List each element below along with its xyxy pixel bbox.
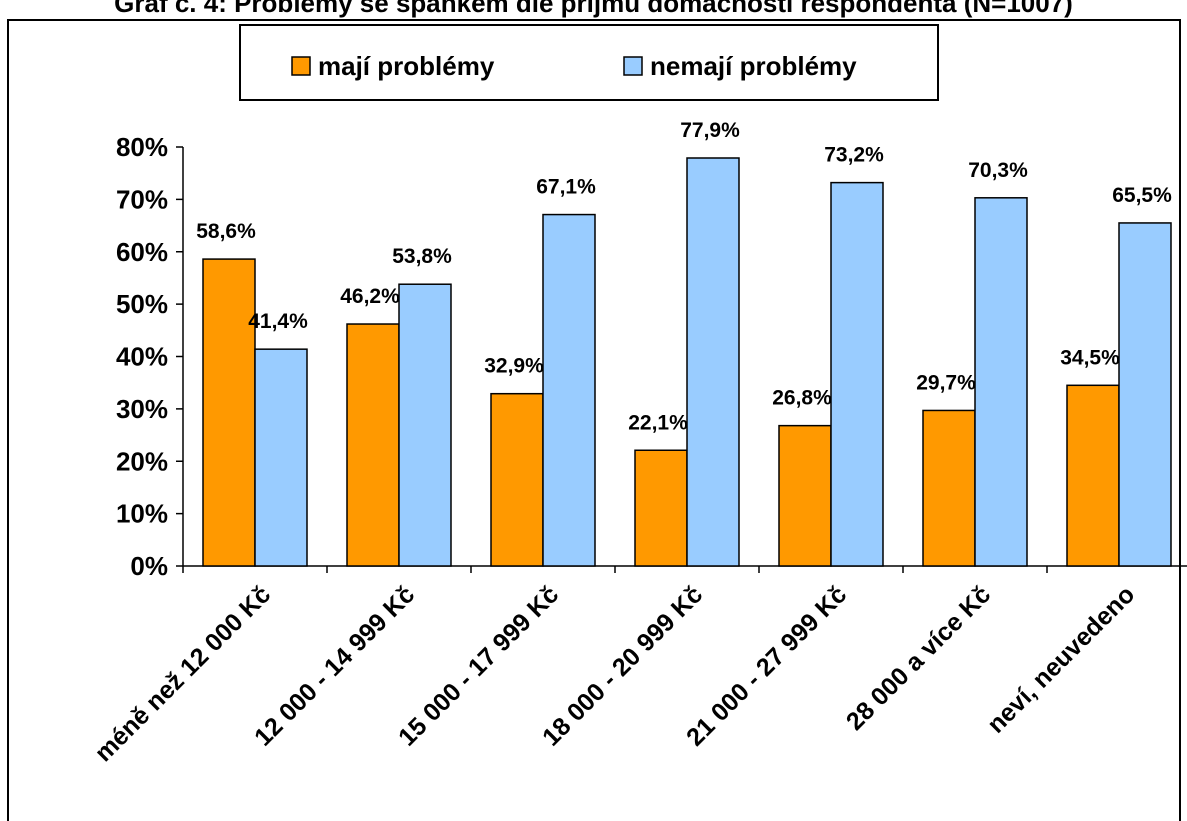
data-label-series-2: 65,5% bbox=[1112, 184, 1172, 207]
x-tick-label: 21 000 - 27 999 Kč bbox=[681, 580, 852, 751]
x-tick-label: 18 000 - 20 999 Kč bbox=[537, 580, 708, 751]
data-label-series-2: 67,1% bbox=[536, 176, 596, 199]
bar-series-2 bbox=[542, 213, 596, 567]
y-tick-label: 30% bbox=[116, 394, 168, 424]
data-label-series-2: 41,4% bbox=[248, 310, 308, 333]
y-tick-label: 50% bbox=[116, 289, 168, 319]
x-tick-label: 15 000 - 17 999 Kč bbox=[393, 580, 564, 751]
y-tick-label: 40% bbox=[116, 342, 168, 372]
y-tick-label: 60% bbox=[116, 237, 168, 267]
x-tick-label: 12 000 - 14 999 Kč bbox=[249, 580, 420, 751]
legend-label-1: mají problémy bbox=[318, 51, 495, 81]
data-label-series-1: 22,1% bbox=[628, 411, 688, 434]
legend-swatch-2 bbox=[623, 56, 643, 76]
legend-box bbox=[239, 24, 939, 101]
y-tick-label: 0% bbox=[130, 551, 168, 581]
bar-series-1 bbox=[490, 392, 544, 567]
bar-series-2 bbox=[1118, 222, 1172, 567]
bar-series-2 bbox=[254, 348, 308, 567]
chart-title: Graf č. 4: Problémy se spánkem dle příjm… bbox=[114, 0, 1073, 18]
bar-series-1 bbox=[202, 258, 256, 567]
chart-frame bbox=[7, 19, 1181, 821]
bar-series-1 bbox=[346, 323, 400, 567]
y-tick-label: 70% bbox=[116, 184, 168, 214]
data-label-series-2: 77,9% bbox=[680, 119, 740, 142]
data-label-series-1: 29,7% bbox=[916, 371, 976, 394]
data-label-series-1: 26,8% bbox=[772, 387, 832, 410]
data-label-series-2: 73,2% bbox=[824, 144, 884, 167]
y-tick-label: 20% bbox=[116, 446, 168, 476]
x-tick-label: 28 000 a více Kč bbox=[841, 580, 997, 736]
bar-series-2 bbox=[398, 283, 452, 567]
legend-label-2: nemají problémy bbox=[650, 51, 857, 81]
data-label-series-1: 58,6% bbox=[196, 220, 256, 243]
bar-series-2 bbox=[686, 157, 740, 567]
y-tick-label: 80% bbox=[116, 132, 168, 162]
x-tick-label: méně než 12 000 Kč bbox=[89, 580, 276, 767]
y-tick-label: 10% bbox=[116, 499, 168, 529]
bar-series-1 bbox=[922, 409, 976, 567]
data-label-series-2: 53,8% bbox=[392, 245, 452, 268]
bar-series-2 bbox=[974, 197, 1028, 567]
data-label-series-1: 46,2% bbox=[340, 285, 400, 308]
bar-series-2 bbox=[830, 181, 884, 567]
data-label-series-1: 32,9% bbox=[484, 355, 544, 378]
x-tick-label: neví, neuvedeno bbox=[982, 580, 1140, 738]
bar-series-1 bbox=[778, 424, 832, 567]
data-label-series-2: 70,3% bbox=[968, 159, 1028, 182]
bar-series-1 bbox=[634, 449, 688, 567]
bar-series-1 bbox=[1066, 384, 1120, 567]
legend-swatch-1 bbox=[291, 56, 311, 76]
data-label-series-1: 34,5% bbox=[1060, 346, 1120, 369]
